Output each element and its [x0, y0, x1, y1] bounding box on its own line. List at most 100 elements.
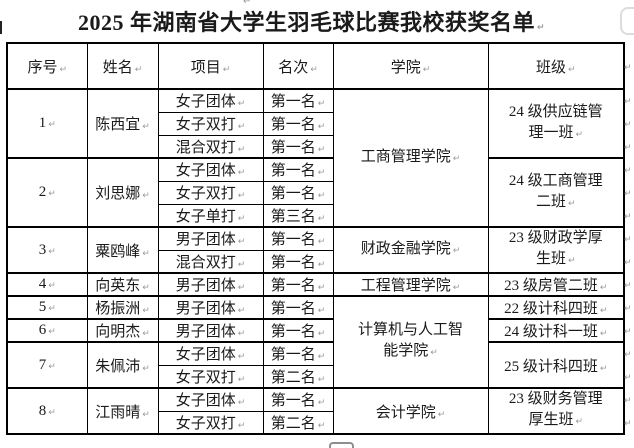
serial-cell[interactable]: 5 — [6, 295, 88, 320]
serial-cell[interactable]: 1 — [6, 88, 88, 159]
class-value: 24 级供应链管 理一班 — [509, 104, 603, 141]
rank-cell[interactable]: 第一名 — [262, 226, 334, 251]
table-row: 7 朱佩沛 女子团体 第一名 25 级计科四班 — [6, 341, 625, 389]
rank-cell[interactable]: 第一名 — [262, 157, 334, 182]
event-value: 男子团体 — [176, 301, 246, 317]
class-cell[interactable]: 23 级财政学厚 生班 — [487, 226, 625, 274]
serial-cell[interactable]: 7 — [6, 341, 88, 389]
rank-value: 第三名 — [271, 209, 326, 225]
class-value: 23 级财政学厚 生班 — [509, 230, 603, 267]
event-cell[interactable]: 混合双打 — [157, 134, 264, 159]
header-event[interactable]: 项目 — [157, 42, 264, 90]
document-title[interactable]: 2025 年湖南省大学生羽毛球比赛我校获奖名单 — [0, 5, 623, 37]
table-row: 1 陈西宜 女子团体 第一名 工商管理学院 24 级供应链管 理一班 — [6, 88, 625, 228]
class-cell[interactable]: 24 级供应链管 理一班 — [487, 88, 625, 159]
college-cell[interactable]: 会计学院 — [332, 387, 489, 435]
name-cell[interactable]: 粟鸥峰 — [86, 226, 159, 274]
event-cell[interactable]: 女子团体 — [157, 387, 264, 412]
rank-cell[interactable]: 第一名 — [262, 318, 334, 343]
name-value: 杨振洲 — [95, 301, 150, 317]
awards-table: 序号 姓名 项目 名次 学院 班级 1 陈西宜 女子团体 第一名 工商管理学院 … — [6, 42, 625, 435]
header-serial[interactable]: 序号 — [6, 42, 88, 90]
rank-cell[interactable]: 第一名 — [262, 341, 334, 366]
serial-cell[interactable]: 4 — [6, 272, 88, 297]
name-cell[interactable]: 陈西宜 — [86, 88, 159, 159]
rank-cell[interactable]: 第一名 — [262, 295, 334, 320]
college-cell[interactable]: 财政金融学院 — [332, 226, 489, 274]
rank-cell[interactable]: 第三名 — [262, 203, 334, 228]
serial-cell[interactable]: 3 — [6, 226, 88, 274]
event-cell[interactable]: 男子团体 — [157, 226, 264, 251]
serial-value: 7 — [39, 357, 56, 373]
header-serial-label: 序号 — [27, 60, 67, 76]
paragraph-mark-icon: ↵ — [243, 0, 252, 7]
rank-value: 第一名 — [271, 94, 326, 110]
table-row: 4 向英东 男子团体 第一名 工程管理学院 23 级房管二班 — [6, 272, 625, 297]
event-cell[interactable]: 混合双打 — [157, 249, 264, 274]
event-cell[interactable]: 女子团体 — [157, 88, 264, 113]
serial-cell[interactable]: 2 — [6, 157, 88, 228]
event-value: 女子双打 — [176, 416, 246, 432]
serial-value: 1 — [39, 115, 56, 131]
event-cell[interactable]: 男子团体 — [157, 295, 264, 320]
serial-cell[interactable]: 6 — [6, 318, 88, 343]
event-cell[interactable]: 女子双打 — [157, 111, 264, 136]
class-cell[interactable]: 23 级财务管理 厚生班 — [487, 387, 625, 435]
college-cell[interactable]: 工程管理学院 — [332, 272, 489, 297]
rank-cell[interactable]: 第二名 — [262, 410, 334, 435]
rank-value: 第一名 — [271, 163, 326, 179]
event-cell[interactable]: 男子团体 — [157, 272, 264, 297]
serial-cell[interactable]: 8 — [6, 387, 88, 435]
event-cell[interactable]: 女子双打 — [157, 180, 264, 205]
header-class[interactable]: 班级 — [487, 42, 625, 90]
event-cell[interactable]: 女子团体 — [157, 157, 264, 182]
college-cell[interactable]: 计算机与人工智 能学院 — [332, 295, 489, 389]
class-value: 23 级房管二班 — [504, 278, 607, 294]
event-cell[interactable]: 女子双打 — [157, 410, 264, 435]
name-cell[interactable]: 江雨晴 — [86, 387, 159, 435]
class-cell[interactable]: 22 级计科四班 — [487, 295, 625, 320]
rank-cell[interactable]: 第一名 — [262, 272, 334, 297]
college-cell[interactable]: 工商管理学院 — [332, 88, 489, 228]
text-cursor — [0, 21, 2, 34]
event-cell[interactable]: 女子团体 — [157, 341, 264, 366]
class-cell[interactable]: 24 级计科一班 — [487, 318, 625, 343]
serial-value: 8 — [39, 403, 56, 419]
table-row: 女子双打 第二名 — [7, 410, 624, 435]
header-rank[interactable]: 名次 — [262, 42, 334, 90]
college-value: 计算机与人工智 能学院 — [358, 322, 463, 359]
name-cell[interactable]: 刘思娜 — [86, 157, 159, 228]
name-cell[interactable]: 向英东 — [86, 272, 159, 297]
class-value: 23 级财务管理 厚生班 — [509, 391, 603, 428]
row-end-mark-icon: ↵ — [624, 235, 632, 245]
rank-cell[interactable]: 第一名 — [262, 387, 334, 412]
table-row: 混合双打 第一名 — [7, 249, 624, 274]
rank-value: 第二名 — [271, 416, 326, 432]
serial-value: 6 — [39, 322, 56, 338]
table-row: 5 杨振洲 男子团体 第一名 计算机与人工智 能学院 22 级计科四班 — [6, 295, 625, 389]
event-cell[interactable]: 女子双打 — [157, 364, 264, 389]
header-name[interactable]: 姓名 — [86, 42, 159, 90]
rank-cell[interactable]: 第二名 — [262, 364, 334, 389]
class-cell[interactable]: 23 级房管二班 — [487, 272, 625, 297]
row-end-mark-icon: ↵ — [624, 189, 632, 199]
event-value: 男子团体 — [176, 324, 246, 340]
event-cell[interactable]: 男子团体 — [157, 318, 264, 343]
class-cell[interactable]: 25 级计科四班 — [487, 341, 625, 389]
rank-cell[interactable]: 第一名 — [262, 88, 334, 113]
rank-cell[interactable]: 第一名 — [262, 249, 334, 274]
name-value: 向英东 — [95, 278, 150, 294]
event-value: 男子团体 — [176, 278, 246, 294]
event-cell[interactable]: 女子单打 — [157, 203, 264, 228]
class-cell[interactable]: 24 级工商管理 二班 — [487, 157, 625, 228]
name-cell[interactable]: 向明杰 — [86, 318, 159, 343]
rank-cell[interactable]: 第一名 — [262, 180, 334, 205]
college-value: 会计学院 — [376, 405, 446, 421]
name-cell[interactable]: 朱佩沛 — [86, 341, 159, 389]
rank-cell[interactable]: 第一名 — [262, 111, 334, 136]
rank-cell[interactable]: 第一名 — [262, 134, 334, 159]
college-value: 财政金融学院 — [361, 241, 461, 257]
table-header-row: 序号 姓名 项目 名次 学院 班级 — [6, 42, 625, 90]
header-college[interactable]: 学院 — [332, 42, 489, 90]
name-cell[interactable]: 杨振洲 — [86, 295, 159, 320]
